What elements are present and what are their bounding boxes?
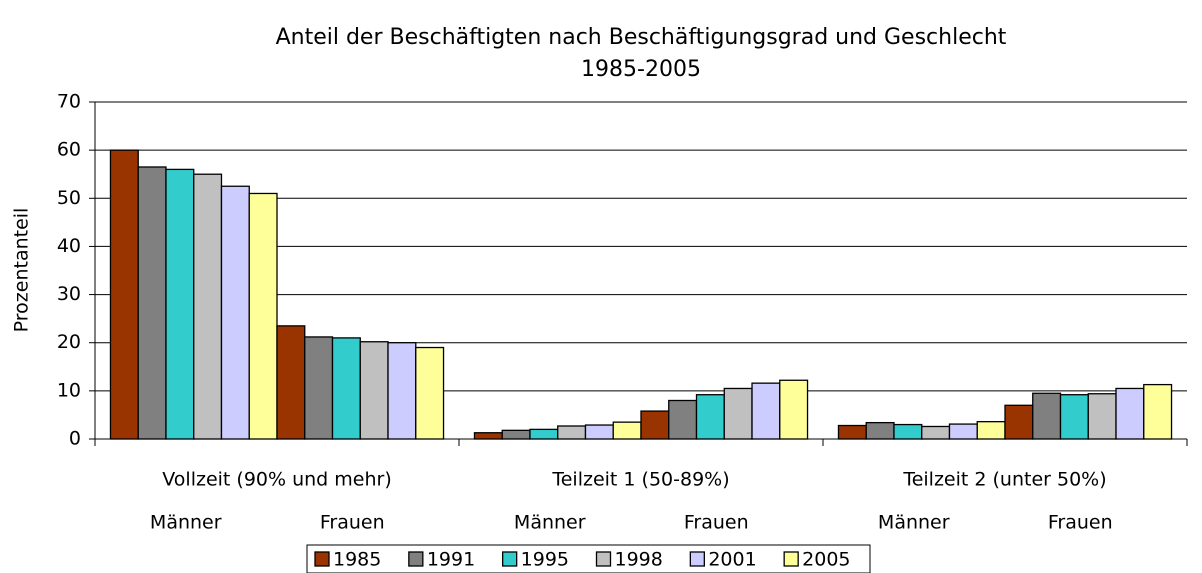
subgroup-label: Frauen bbox=[684, 512, 749, 534]
subgroup-label: Frauen bbox=[1048, 512, 1113, 534]
chart-title: Anteil der Beschäftigten nach Beschäftig… bbox=[276, 25, 1007, 50]
bar bbox=[1004, 404, 1034, 440]
bar bbox=[473, 432, 503, 440]
legend-box bbox=[306, 544, 871, 573]
bar bbox=[415, 346, 445, 440]
bar bbox=[695, 394, 725, 440]
legend-label: 1985 bbox=[333, 549, 381, 571]
bar bbox=[893, 423, 923, 440]
group-label: Teilzeit 2 (unter 50%) bbox=[902, 469, 1106, 491]
chart-subtitle: 1985-2005 bbox=[581, 57, 701, 82]
bar bbox=[1087, 393, 1117, 440]
bar bbox=[1143, 383, 1173, 440]
legend-swatch bbox=[408, 551, 424, 567]
bar bbox=[723, 387, 753, 440]
legend-swatch bbox=[502, 551, 518, 567]
bar bbox=[248, 192, 278, 440]
legend-label: 1998 bbox=[615, 549, 663, 571]
bar bbox=[837, 424, 867, 440]
bar bbox=[359, 341, 389, 440]
legend-swatch bbox=[783, 551, 799, 567]
legend-swatch bbox=[314, 551, 330, 567]
bar bbox=[193, 173, 223, 440]
legend-swatch bbox=[689, 551, 705, 567]
bar bbox=[976, 421, 1006, 440]
bar bbox=[501, 429, 531, 440]
bar bbox=[220, 185, 250, 440]
y-axis-label: Prozentanteil bbox=[11, 208, 33, 333]
y-tick-label: 50 bbox=[57, 187, 81, 209]
y-tick-label: 30 bbox=[57, 283, 81, 305]
bar bbox=[751, 382, 781, 440]
bar bbox=[557, 425, 587, 440]
legend-label: 1991 bbox=[427, 549, 475, 571]
bar bbox=[612, 421, 642, 440]
bar bbox=[779, 379, 809, 440]
bar bbox=[529, 428, 559, 440]
bar bbox=[640, 410, 670, 440]
subgroup-label: Frauen bbox=[320, 512, 385, 534]
y-tick-label: 20 bbox=[57, 331, 81, 353]
bar bbox=[387, 342, 417, 440]
group-label: Vollzeit (90% und mehr) bbox=[162, 469, 391, 491]
bar bbox=[1032, 392, 1062, 440]
bar bbox=[668, 399, 698, 440]
bar bbox=[921, 425, 951, 440]
legend-label: 2005 bbox=[802, 549, 850, 571]
bar bbox=[865, 421, 895, 440]
group-label: Teilzeit 1 (50-89%) bbox=[551, 469, 729, 491]
bar bbox=[1059, 394, 1089, 440]
y-tick-label: 10 bbox=[57, 379, 81, 401]
y-tick-label: 0 bbox=[69, 428, 81, 450]
bar bbox=[276, 325, 306, 440]
bar bbox=[137, 166, 167, 440]
bar bbox=[1115, 387, 1145, 440]
bar bbox=[948, 423, 978, 440]
subgroup-label: Männer bbox=[878, 512, 950, 534]
legend-label: 1995 bbox=[521, 549, 569, 571]
legend-swatch bbox=[595, 551, 612, 567]
y-tick-label: 60 bbox=[57, 139, 81, 161]
bar bbox=[584, 424, 614, 440]
y-tick-label: 70 bbox=[57, 91, 81, 113]
bar bbox=[304, 336, 334, 440]
bar bbox=[331, 337, 361, 440]
legend-label: 2001 bbox=[708, 549, 756, 571]
bar bbox=[165, 168, 195, 440]
subgroup-label: Männer bbox=[514, 512, 586, 534]
subgroup-label: Männer bbox=[150, 512, 222, 534]
bar bbox=[109, 149, 139, 440]
y-tick-label: 40 bbox=[57, 235, 81, 257]
